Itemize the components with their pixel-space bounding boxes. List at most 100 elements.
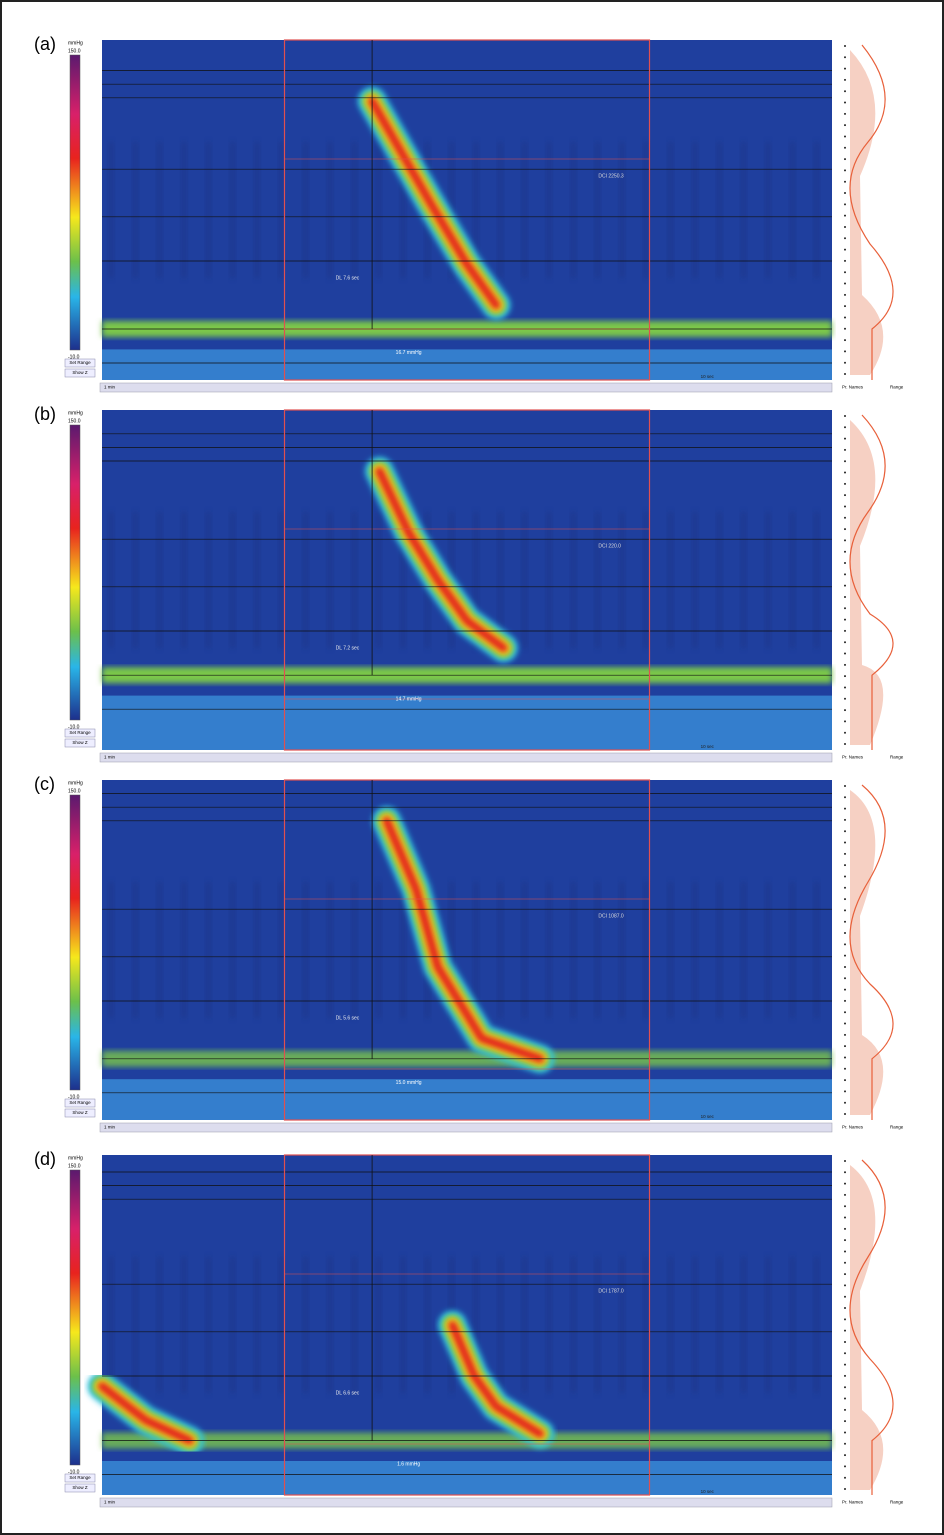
irp-label: 14.7 mmHg [396, 696, 422, 702]
sensor-dot [844, 1330, 846, 1332]
sensor-dot [844, 1250, 846, 1252]
sensor-dot [844, 1454, 846, 1456]
texture [497, 882, 503, 1018]
sensor-dot [844, 641, 846, 643]
sensor-dot [844, 438, 846, 440]
sensor-dot [844, 989, 846, 991]
texture [254, 512, 260, 648]
texture [376, 882, 382, 1018]
sensor-dot [844, 169, 846, 171]
sensor-dot [844, 909, 846, 911]
sensor-dot [844, 362, 846, 364]
texture [570, 512, 576, 648]
button-label: Set Range [69, 360, 91, 365]
sensor-dot [844, 203, 846, 205]
texture [108, 882, 114, 1018]
sensor-dot [844, 68, 846, 70]
footer-label: Range [890, 385, 904, 390]
texture [546, 1257, 552, 1393]
sensor-dot [844, 124, 846, 126]
sensor-dot [844, 551, 846, 553]
texture [351, 512, 357, 648]
sensor-dot [844, 819, 846, 821]
sensor-dot [844, 1307, 846, 1309]
texture [814, 1257, 820, 1393]
sensor-dot [844, 90, 846, 92]
texture [789, 512, 795, 648]
texture [546, 512, 552, 648]
colorbar-unit: mmHg [68, 780, 83, 786]
sensor-dot [844, 1431, 846, 1433]
irp-label: 1.6 mmHg [397, 1462, 420, 1468]
sensor-dot [844, 864, 846, 866]
texture [400, 1257, 406, 1393]
sensor-dot [844, 1000, 846, 1002]
sensor-dot [844, 460, 846, 462]
sensor-dot [844, 607, 846, 609]
duration-label: 10 sec [701, 1489, 715, 1494]
texture [619, 882, 625, 1018]
sensor-dot [844, 1284, 846, 1286]
figure: (a)mmHg150.0-10.0Set RangeShow ZDCI 2250… [0, 0, 944, 1535]
sensor-dot [844, 271, 846, 273]
texture [230, 142, 236, 278]
colorbar-max: 150.0 [68, 418, 81, 424]
sensor-dot [844, 1113, 846, 1115]
texture [741, 882, 747, 1018]
sensor-dot [844, 842, 846, 844]
heatmap-lower [102, 1079, 832, 1120]
sensor-dot [844, 1090, 846, 1092]
texture [497, 142, 503, 278]
texture [303, 142, 309, 278]
sensor-dot [844, 1228, 846, 1230]
texture [230, 882, 236, 1018]
texture [181, 1257, 187, 1393]
texture [765, 512, 771, 648]
dl-label: DL 7.2 sec [336, 645, 360, 651]
sensor-dot [844, 573, 846, 575]
texture [181, 142, 187, 278]
sensor-dot [844, 339, 846, 341]
texture [570, 142, 576, 278]
toolbar [100, 1498, 832, 1507]
texture [643, 1257, 649, 1393]
sensor-dot [844, 1183, 846, 1185]
texture [546, 142, 552, 278]
sensor-dot [844, 350, 846, 352]
sensor-dot [844, 785, 846, 787]
toolbar-label: 1 min [104, 385, 116, 390]
texture [765, 882, 771, 1018]
texture [595, 142, 601, 278]
sensor-dot [844, 619, 846, 621]
sensor-dot [844, 226, 846, 228]
sensor-dot [844, 1079, 846, 1081]
sensor-dot [844, 1056, 846, 1058]
duration-label: 10 sec [701, 1114, 715, 1119]
texture [181, 512, 187, 648]
sensor-dot [844, 943, 846, 945]
texture [546, 882, 552, 1018]
dl-label: DL 7.6 sec [336, 275, 360, 281]
sensor-dot [844, 1364, 846, 1366]
texture [668, 882, 674, 1018]
texture [205, 882, 211, 1018]
texture [814, 512, 820, 648]
texture [132, 882, 138, 1018]
button-label: Show Z [72, 1110, 88, 1115]
dl-label: DL 6.6 sec [336, 1390, 360, 1396]
sensor-dot [844, 875, 846, 877]
panel-label: (c) [34, 774, 55, 794]
texture [692, 882, 698, 1018]
texture [619, 1257, 625, 1393]
button-label: Show Z [72, 1485, 88, 1490]
sensor-dot [844, 449, 846, 451]
sensor-dot [844, 181, 846, 183]
sensor-dot [844, 853, 846, 855]
texture [230, 512, 236, 648]
texture [424, 1257, 430, 1393]
texture [303, 512, 309, 648]
texture [473, 882, 479, 1018]
irp-label: 15.0 mmHg [396, 1080, 422, 1086]
button-label: Set Range [69, 730, 91, 735]
dci-label: DCI 2250.3 [598, 173, 624, 179]
